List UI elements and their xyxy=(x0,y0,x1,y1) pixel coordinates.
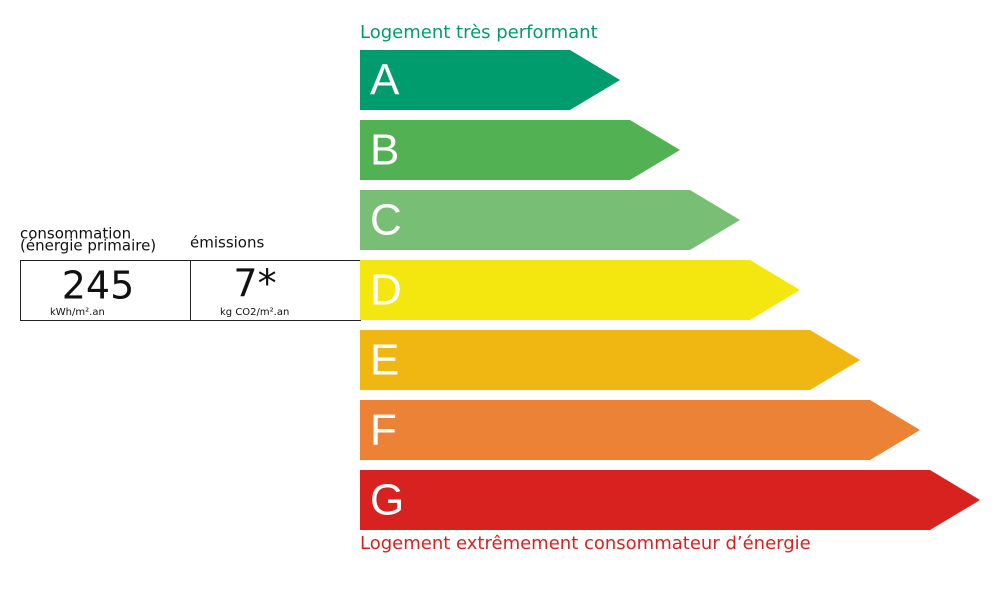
emissions-label: émissions xyxy=(190,234,264,252)
class-letter: C xyxy=(370,196,402,245)
consumption-value: 245 xyxy=(62,264,135,308)
class-arrow xyxy=(360,120,680,180)
class-letter: B xyxy=(370,126,399,175)
class-letter: G xyxy=(370,476,404,525)
class-letter: E xyxy=(370,336,399,385)
class-arrow xyxy=(360,400,920,460)
class-arrow xyxy=(360,260,800,320)
class-arrow xyxy=(360,190,740,250)
class-letter: A xyxy=(370,56,400,105)
class-arrow xyxy=(360,470,980,530)
class-letter: D xyxy=(370,266,402,315)
consumption-label: consommation xyxy=(20,225,131,243)
consumption-label: (énergie primaire) xyxy=(20,237,156,255)
consumption-unit: kWh/m².an xyxy=(50,307,105,318)
class-arrow xyxy=(360,50,620,110)
top-label: Logement très performant xyxy=(360,22,598,43)
class-arrow xyxy=(360,330,860,390)
emissions-value: 7* xyxy=(233,262,276,306)
class-letter: F xyxy=(370,406,397,455)
emissions-unit: kg CO2/m².an xyxy=(220,307,289,318)
bottom-label: Logement extrêmement consommateur d’éner… xyxy=(360,533,811,554)
